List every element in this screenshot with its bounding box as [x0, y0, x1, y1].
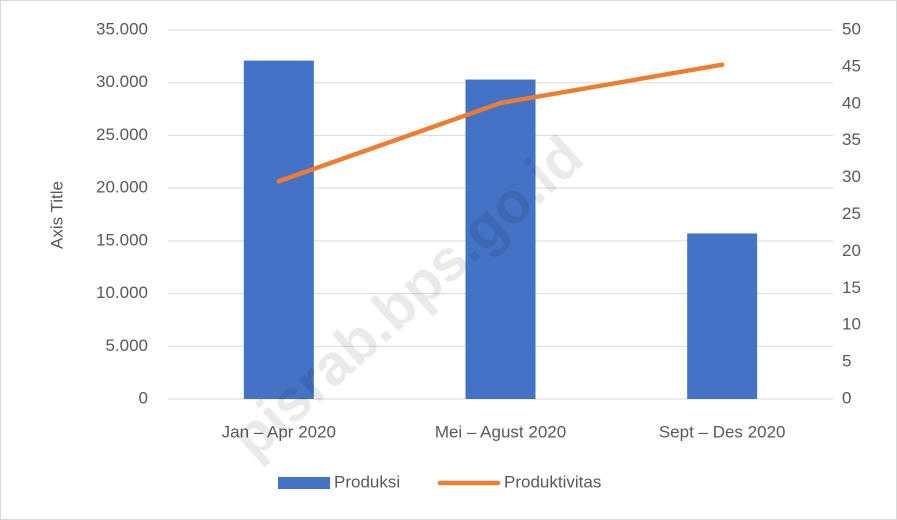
- legend-label: Produktivitas: [504, 472, 601, 491]
- y2-tick-label: 50: [842, 19, 861, 38]
- y-tick-label: 35.000: [96, 19, 148, 38]
- y2-tick-label: 20: [842, 241, 861, 260]
- x-tick-label: Jan – Apr 2020: [222, 422, 336, 441]
- y2-tick-label: 10: [842, 315, 861, 334]
- y2-tick-label: 5: [842, 352, 851, 371]
- y2-tick-label: 25: [842, 204, 861, 223]
- y2-tick-label: 45: [842, 56, 861, 75]
- y-tick-label: 25.000: [96, 125, 148, 144]
- y-tick-label: 20.000: [96, 178, 148, 197]
- y2-tick-label: 15: [842, 278, 861, 297]
- y2-tick-label: 35: [842, 130, 861, 149]
- line: [276, 62, 725, 184]
- legend-label: Produksi: [334, 472, 400, 491]
- legend-swatch: [278, 477, 330, 489]
- y-tick-label: 10.000: [96, 283, 148, 302]
- y-tick-label: 0: [139, 388, 148, 407]
- y2-tick-label: 0: [842, 388, 851, 407]
- bar: [243, 60, 314, 400]
- y-tick-label: 30.000: [96, 72, 148, 91]
- x-tick-label: Sept – Des 2020: [659, 422, 786, 441]
- y2-tick-label: 40: [842, 93, 861, 112]
- y-tick-label: 5.000: [105, 336, 148, 355]
- y2-tick-label: 30: [842, 167, 861, 186]
- x-tick-label: Mei – Agust 2020: [435, 422, 566, 441]
- bar: [465, 79, 536, 400]
- bar: [687, 233, 758, 399]
- y-tick-label: 15.000: [96, 230, 148, 249]
- y-axis-title: Axis Title: [47, 181, 66, 249]
